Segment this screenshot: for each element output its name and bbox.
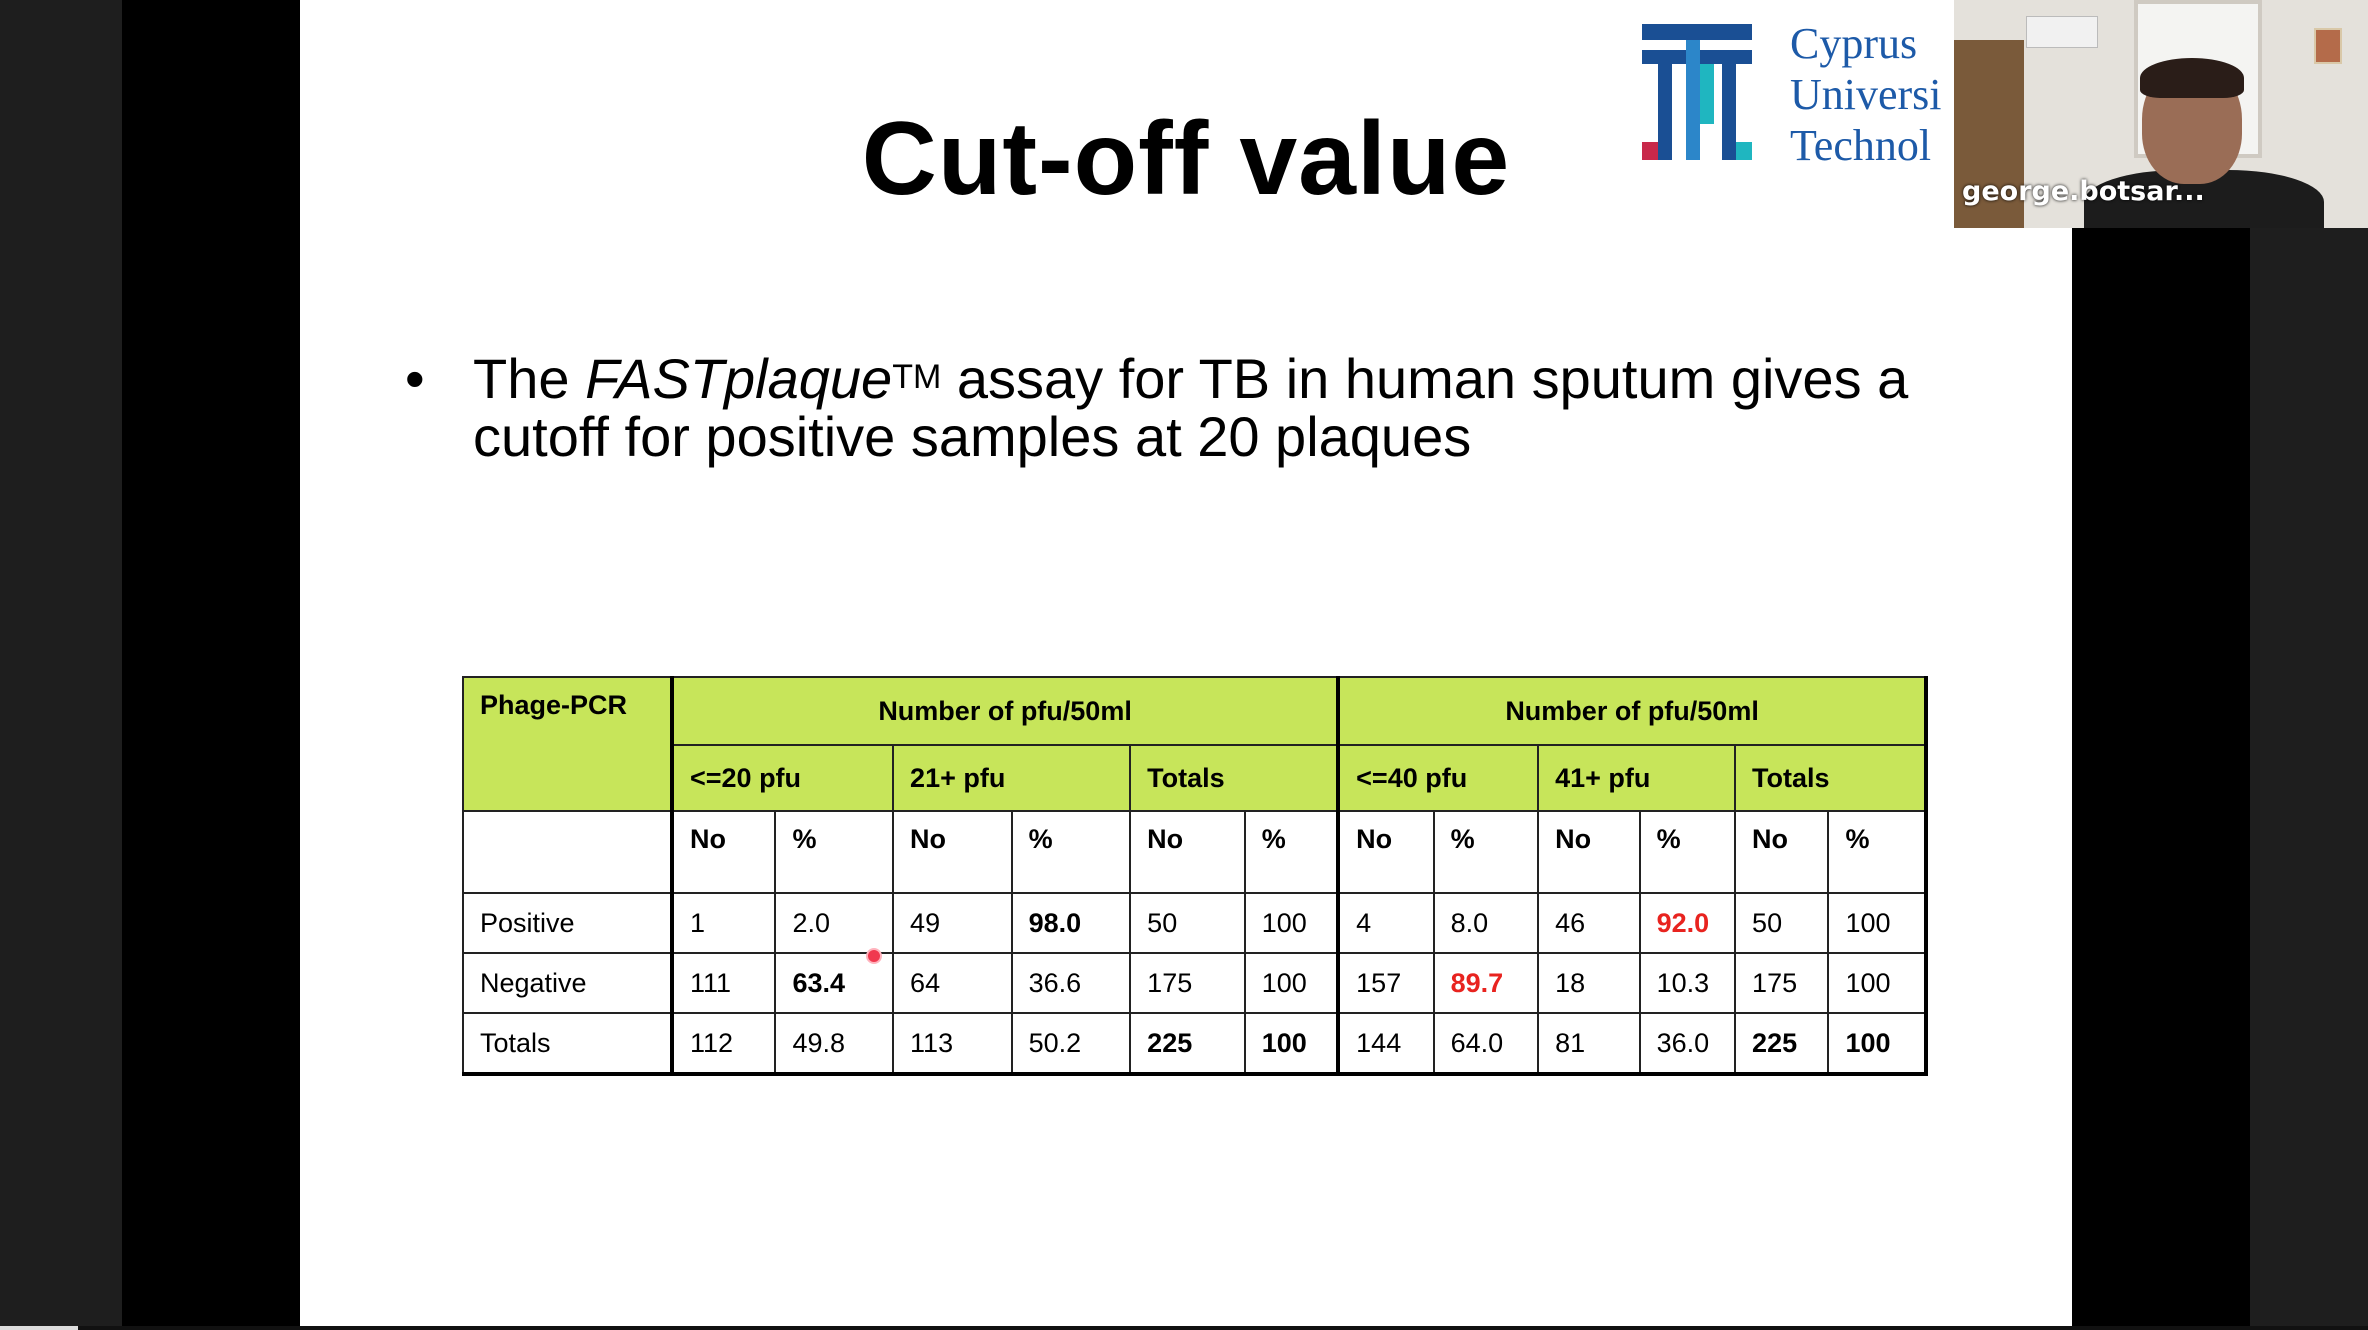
column-header: %	[1010, 810, 1132, 894]
table-cell: 50	[1734, 892, 1830, 954]
table-cell: 4	[1336, 892, 1435, 954]
table-cell: 225	[1129, 1012, 1246, 1076]
table-cell: 100	[1827, 952, 1928, 1014]
university-logo-text: Cyprus Universi Technol	[1790, 19, 1942, 170]
table-cell: 225	[1734, 1012, 1830, 1076]
table-row: Positive 1 2.0 49 98.0 50 100 4 8.0 46 9…	[462, 892, 1928, 954]
left-gutter	[0, 0, 122, 1330]
table-cell: 100	[1827, 892, 1928, 954]
bottom-accent	[0, 1326, 78, 1330]
table-cell: 50	[1129, 892, 1246, 954]
bullet-text: The FASTplaqueTM assay for TB in human s…	[473, 347, 1909, 468]
subheader-cell: Totals	[1734, 744, 1928, 812]
column-header: No	[1537, 810, 1641, 894]
table-cell: 175	[1734, 952, 1830, 1014]
group-header-left: Number of pfu/50ml	[669, 676, 1340, 746]
laser-pointer-icon	[866, 948, 882, 964]
participant-name: george.botsar...	[1962, 176, 2205, 207]
table-cell: 49.8	[774, 1012, 895, 1076]
participant-video-tile[interactable]: george.botsar...	[1954, 0, 2368, 228]
table-cell-highlight: 92.0	[1638, 892, 1737, 954]
table-cell: 100	[1243, 1012, 1340, 1076]
participant-hair	[2140, 58, 2244, 98]
column-header: No	[1734, 810, 1830, 894]
column-header: %	[1243, 810, 1340, 894]
column-header: No	[669, 810, 777, 894]
bookshelf	[1954, 40, 2024, 228]
subheader-cell: 21+ pfu	[892, 744, 1132, 812]
column-header: No	[1129, 810, 1246, 894]
wall-picture	[2314, 28, 2342, 64]
table-cell: 100	[1827, 1012, 1928, 1076]
bottom-strip	[0, 1326, 2368, 1330]
group-header-right: Number of pfu/50ml	[1336, 676, 1928, 746]
column-header: %	[1432, 810, 1540, 894]
table-cell-highlight: 89.7	[1432, 952, 1540, 1014]
table-cell: 157	[1336, 952, 1435, 1014]
column-header: %	[774, 810, 895, 894]
table-cell: 8.0	[1432, 892, 1540, 954]
table-cell: 111	[669, 952, 777, 1014]
table-cell: 81	[1537, 1012, 1641, 1076]
table-cell: 2.0	[774, 892, 895, 954]
table-cell: 64.0	[1432, 1012, 1540, 1076]
right-letterbox	[2072, 228, 2250, 1330]
column-header: %	[1638, 810, 1737, 894]
table-cell: 112	[669, 1012, 777, 1076]
right-gutter	[2250, 228, 2368, 1330]
table-cell: 10.3	[1638, 952, 1737, 1014]
table-column-row: No % No % No % No % No % No %	[462, 810, 1928, 894]
air-conditioner	[2026, 16, 2098, 48]
table-cell: 144	[1336, 1012, 1435, 1076]
table-cell: 175	[1129, 952, 1246, 1014]
column-header: %	[1827, 810, 1928, 894]
row-label: Positive	[462, 892, 673, 954]
left-letterbox	[122, 0, 300, 1330]
table-cell: 98.0	[1010, 892, 1132, 954]
table-cell: 18	[1537, 952, 1641, 1014]
table-cell: 49	[892, 892, 1013, 954]
table-header-row: Phage-PCR Number of pfu/50ml Number of p…	[462, 676, 1928, 812]
slide-title: Cut-off value	[861, 101, 1511, 217]
subheader-cell: Totals	[1129, 744, 1340, 812]
table-row: Negative 111 63.4 64 36.6 175 100 157 89…	[462, 952, 1928, 1014]
table-cell: 100	[1243, 892, 1340, 954]
table-cell: 36.6	[1010, 952, 1132, 1014]
subheader-cell: <=40 pfu	[1336, 744, 1540, 812]
bullet-dot-icon: •	[405, 347, 425, 410]
row-label: Totals	[462, 1012, 673, 1076]
row-label-empty	[462, 810, 673, 894]
subheader-cell: <=20 pfu	[669, 744, 895, 812]
table-cell: 100	[1243, 952, 1340, 1014]
table-cell: 46	[1537, 892, 1641, 954]
column-header: No	[892, 810, 1013, 894]
table-cell: 1	[669, 892, 777, 954]
row-label: Negative	[462, 952, 673, 1014]
table-subheader-row: <=20 pfu 21+ pfu Totals <=40 pfu 41+ pfu…	[463, 744, 1928, 812]
table-cell: 64	[892, 952, 1013, 1014]
table-cell: 50.2	[1010, 1012, 1132, 1076]
table-row: Totals 112 49.8 113 50.2 225 100 144 64.…	[462, 1012, 1928, 1076]
table-cell: 36.0	[1638, 1012, 1737, 1076]
subheader-cell: 41+ pfu	[1537, 744, 1737, 812]
table-cell: 113	[892, 1012, 1013, 1076]
cutoff-table: Phage-PCR Number of pfu/50ml Number of p…	[462, 676, 1928, 1076]
column-header: No	[1336, 810, 1435, 894]
corner-header: Phage-PCR	[462, 676, 673, 812]
university-logo-icon	[1642, 24, 1752, 160]
shared-slide: Cut-off value Cyprus Universi Technol • …	[300, 0, 2072, 1326]
